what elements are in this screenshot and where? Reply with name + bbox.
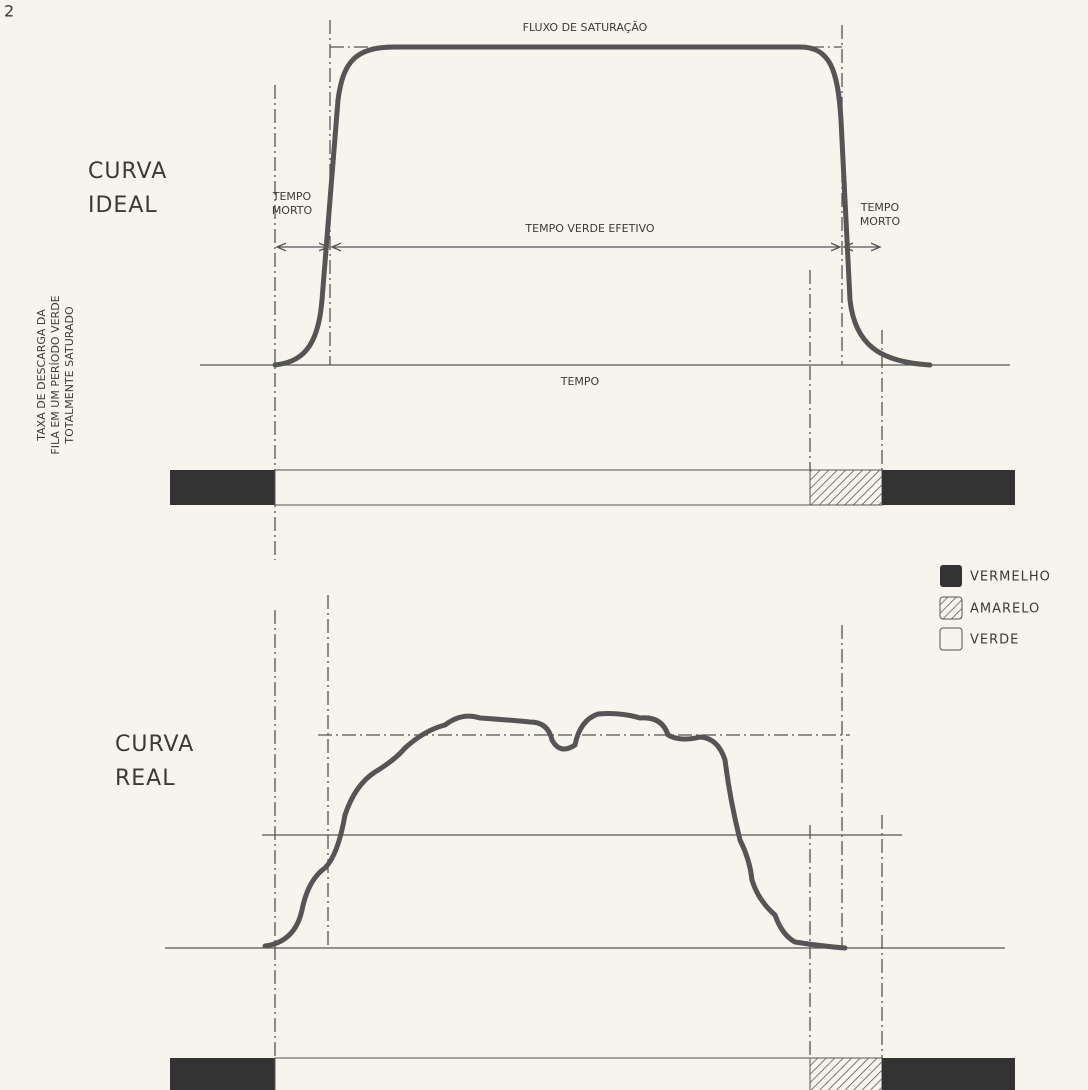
label: TEMPO <box>272 190 312 203</box>
title: CURVA <box>88 159 167 184</box>
red-phase <box>882 470 1015 505</box>
title: IDEAL <box>88 193 158 218</box>
green-phase <box>274 469 811 506</box>
y-label-line: TOTALMENTE SATURADO <box>63 306 76 445</box>
label: TEMPO <box>860 201 900 214</box>
yellow-phase <box>809 1057 883 1090</box>
legend-label: VERDE <box>970 633 1019 648</box>
y-label-line: TAXA DE DESCARGA DA <box>35 309 48 442</box>
label: MORTO <box>272 204 313 217</box>
ideal-curve <box>272 44 933 368</box>
y-axis-label: TAXA DE DESCARGA DA FILA EM UM PERÍODO V… <box>35 295 76 454</box>
axis-label: TEMPO <box>560 375 600 388</box>
label: FLUXO DE SATURAÇÃO <box>523 21 648 34</box>
title: CURVA <box>115 732 194 757</box>
legend-swatch <box>939 596 963 620</box>
yellow-phase <box>809 469 883 506</box>
ideal-chart: FLUXO DE SATURAÇÃO CURVA IDEAL TEMPO MOR… <box>88 20 1015 560</box>
title: REAL <box>115 766 176 791</box>
legend-label: VERMELHO <box>970 570 1051 585</box>
red-phase <box>882 1058 1015 1090</box>
label: TEMPO VERDE EFETIVO <box>524 222 655 235</box>
label: MORTO <box>860 215 901 228</box>
legend: VERMELHO AMARELO VERDE <box>939 565 1051 651</box>
legend-swatch <box>939 627 963 651</box>
legend-label: AMARELO <box>970 602 1040 617</box>
page-number: 2 <box>4 2 14 21</box>
y-label-line: FILA EM UM PERÍODO VERDE <box>49 295 62 454</box>
real-chart: CURVA REAL <box>115 595 1015 1090</box>
real-curve <box>262 711 848 951</box>
green-phase <box>274 1057 811 1090</box>
red-phase <box>170 470 275 505</box>
red-phase <box>170 1058 275 1090</box>
legend-swatch <box>940 565 962 587</box>
